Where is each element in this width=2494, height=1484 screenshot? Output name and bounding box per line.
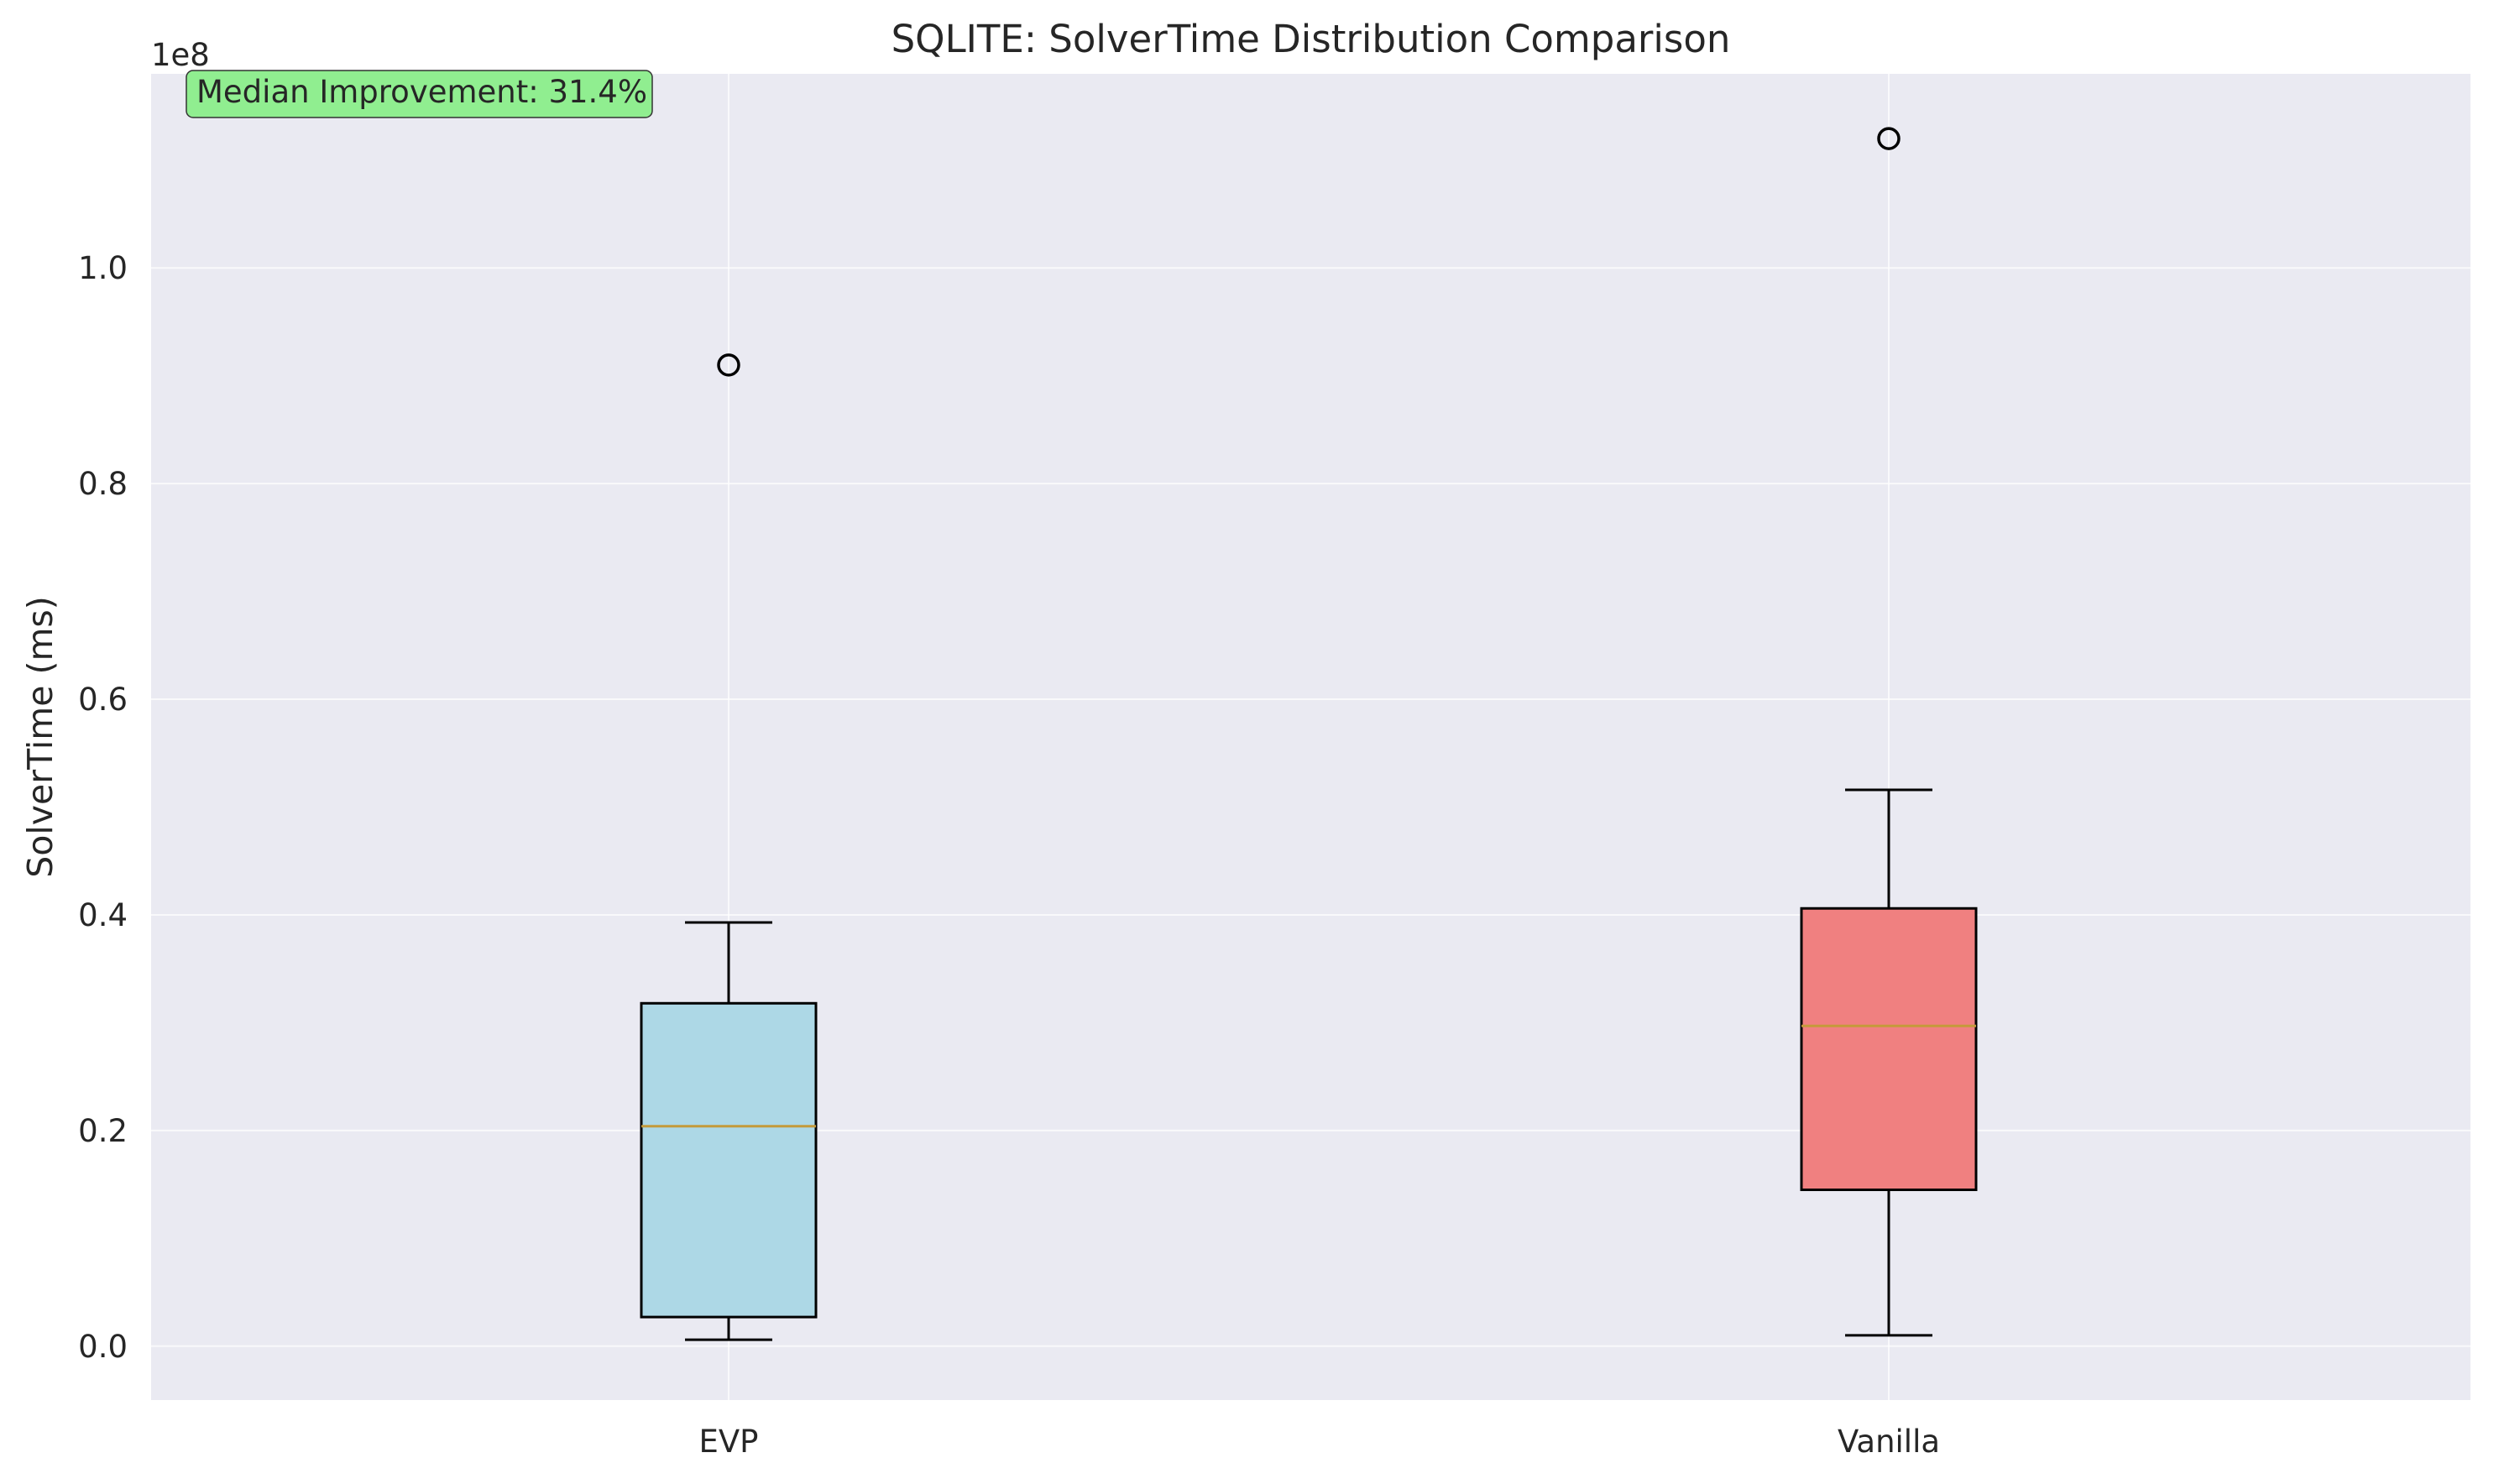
plot-area bbox=[151, 74, 2470, 1400]
y-tick-label: 0.2 bbox=[78, 1113, 128, 1149]
annotation-box bbox=[186, 70, 653, 118]
box-evp bbox=[640, 353, 818, 1341]
iqr-box bbox=[640, 1001, 818, 1319]
y-axis-ticks: 0.0 0.2 0.4 0.6 0.8 1.0 bbox=[78, 250, 128, 1365]
y-tick-label: 1.0 bbox=[78, 250, 128, 286]
box-vanilla bbox=[1800, 127, 1978, 1337]
x-tick-label: EVP bbox=[698, 1424, 758, 1460]
outlier-point bbox=[1877, 127, 1901, 150]
x-tick-label: Vanilla bbox=[1838, 1424, 1940, 1460]
grid-lines bbox=[151, 74, 2470, 1400]
y-axis-label: SolverTime (ms) bbox=[20, 596, 60, 878]
y-tick-label: 0.4 bbox=[78, 897, 128, 933]
y-tick-label: 0.8 bbox=[78, 466, 128, 502]
chart-title: SQLITE: SolverTime Distribution Comparis… bbox=[891, 17, 1731, 61]
iqr-box bbox=[1800, 907, 1978, 1192]
y-tick-label: 0.0 bbox=[78, 1329, 128, 1365]
annotation-text: Median Improvement: 31.4% bbox=[196, 74, 647, 110]
y-axis-offset-label: 1e8 bbox=[151, 37, 210, 73]
boxes-group bbox=[640, 127, 1978, 1341]
outlier-point bbox=[717, 353, 740, 377]
median-improvement-annotation: Median Improvement: 31.4% bbox=[186, 70, 653, 118]
y-tick-label: 0.6 bbox=[78, 682, 128, 718]
x-axis-ticks: EVP Vanilla bbox=[698, 1424, 1940, 1460]
